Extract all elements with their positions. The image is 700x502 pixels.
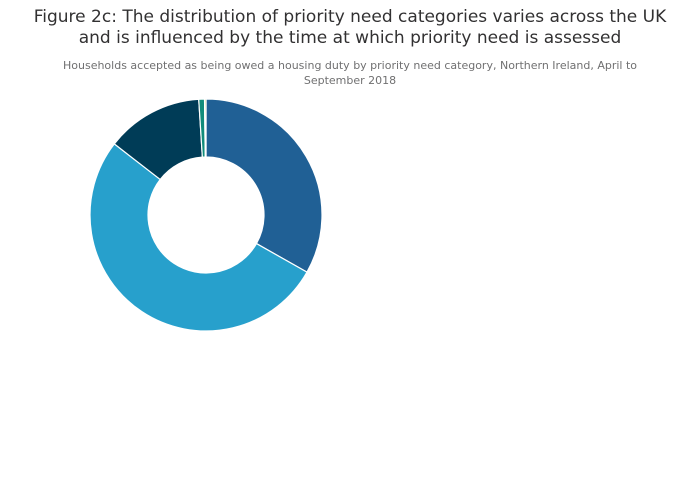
donut-slice-1[interactable]: Category 1: 33.2 <box>205 98 323 273</box>
chart-title: Figure 2c: The distribution of priority … <box>33 7 667 48</box>
donut-slice-5[interactable]: Category 5: 0.2 <box>203 98 207 158</box>
chart-subtitle: Households accepted as being owed a hous… <box>62 59 638 87</box>
donut-slice-2[interactable]: Category 2: 52.3 <box>89 143 308 332</box>
